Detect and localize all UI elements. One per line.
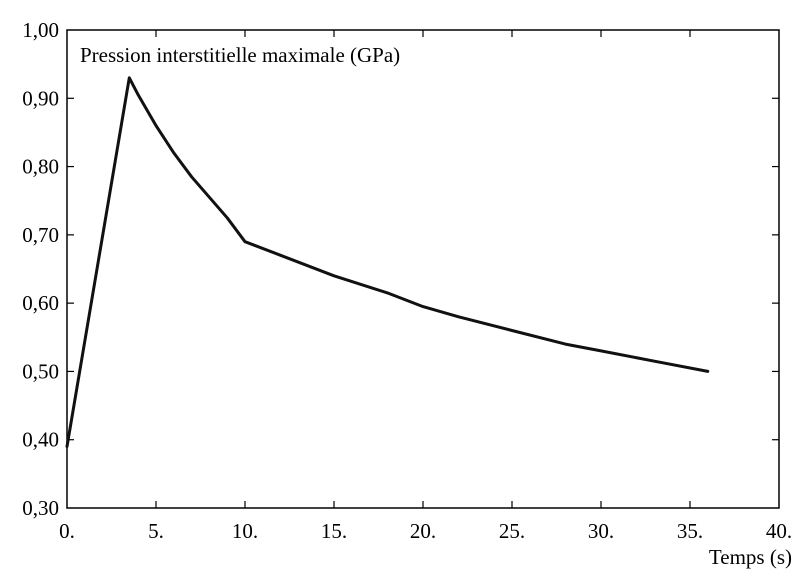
x-tick-label: 0. (59, 519, 75, 543)
x-tick-label: 30. (588, 519, 614, 543)
series-line (65, 76, 710, 448)
plot-frame (66, 29, 780, 509)
y-tick-label: 0,30 (22, 496, 59, 520)
y-tick-label: 0,70 (22, 223, 59, 247)
x-tick-label: 15. (321, 519, 347, 543)
y-tick-label: 0,80 (22, 155, 59, 179)
y-tick-label: 0,40 (22, 428, 59, 452)
x-tick-label: 10. (232, 519, 258, 543)
y-tick-label: 0,50 (22, 359, 59, 383)
x-tick-label: 5. (148, 519, 164, 543)
y-tick-label: 1,00 (22, 18, 59, 42)
y-tick-label: 0,60 (22, 291, 59, 315)
chart-title: Pression interstitielle maximale (GPa) (80, 43, 400, 67)
y-tick-label: 0,90 (22, 86, 59, 110)
tick-labels: 0. 5. 10. 15. 20. 25. 30. 35. 40. 0,30 0,40 0,50 0,6… (22, 18, 792, 543)
x-tick-label: 35. (677, 519, 703, 543)
ticks (67, 30, 779, 508)
x-tick-label: 40. (766, 519, 792, 543)
series-group (65, 76, 710, 448)
x-tick-label: 25. (499, 519, 525, 543)
x-axis-label: Temps (s) (709, 545, 792, 569)
x-tick-label: 20. (410, 519, 436, 543)
